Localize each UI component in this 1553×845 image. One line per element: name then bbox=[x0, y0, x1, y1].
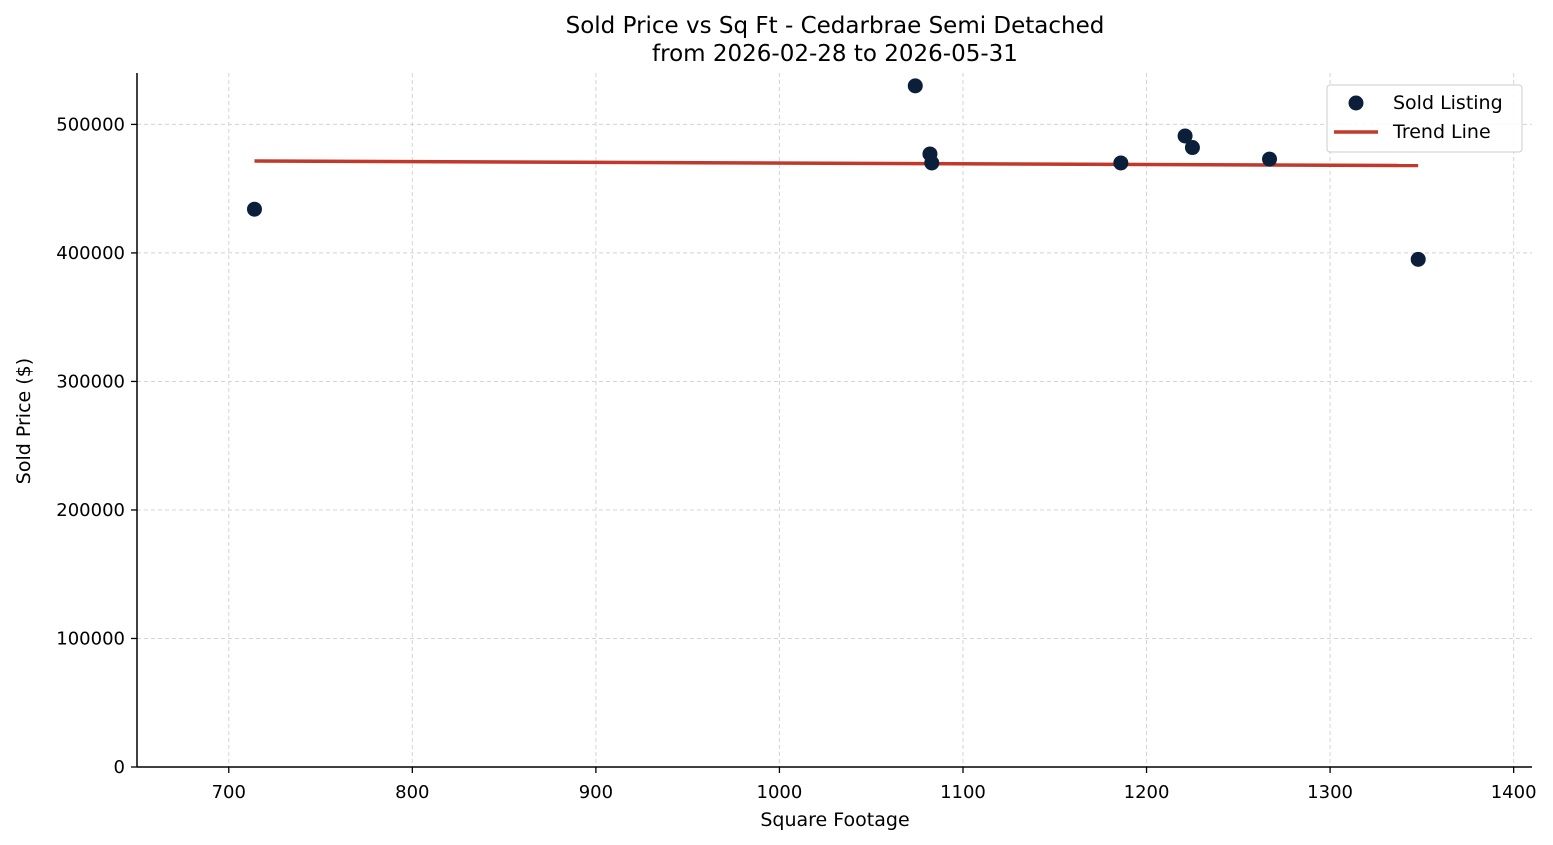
y-tick-label-1: 100000 bbox=[56, 628, 125, 649]
y-tick-label-2: 200000 bbox=[56, 500, 125, 521]
data-points bbox=[246, 78, 1426, 267]
axes: 700 800 900 1000 1100 1200 1300 1400 0 100000 2000… bbox=[56, 73, 1537, 803]
x-tick-label-6: 1300 bbox=[1307, 782, 1353, 803]
x-tick-label-3: 1000 bbox=[757, 782, 803, 803]
trend-line bbox=[254, 159, 1419, 168]
x-tick-label-2: 900 bbox=[579, 782, 613, 803]
x-tick-label-1: 800 bbox=[395, 782, 429, 803]
legend-box bbox=[1326, 84, 1523, 153]
data-point-6 bbox=[1184, 140, 1200, 156]
legend-label-trend-line: Trend Line bbox=[1392, 121, 1491, 143]
data-point-3 bbox=[924, 155, 940, 171]
x-tick-label-5: 1200 bbox=[1124, 782, 1170, 803]
legend-label-sold-listing: Sold Listing bbox=[1393, 92, 1503, 114]
legend: Sold Listing Trend Line bbox=[1326, 84, 1523, 153]
y-axis-label: Sold Price ($) bbox=[13, 358, 35, 484]
trend-line-layer bbox=[254, 159, 1419, 168]
legend-marker-sold-listing bbox=[1348, 95, 1364, 111]
y-tick-label-0: 0 bbox=[114, 757, 125, 778]
x-tick-label-7: 1400 bbox=[1491, 782, 1537, 803]
x-tick-label-0: 700 bbox=[212, 782, 246, 803]
data-point-4 bbox=[1113, 155, 1129, 171]
chart-title: Sold Price vs Sq Ft - Cedarbrae Semi Det… bbox=[566, 13, 1105, 39]
data-point-8 bbox=[1410, 251, 1426, 267]
data-point-1 bbox=[907, 78, 923, 94]
grid-lines bbox=[137, 73, 1532, 768]
x-axis-label: Square Footage bbox=[760, 809, 909, 831]
chart-subtitle: from 2026-02-28 to 2026-05-31 bbox=[652, 41, 1018, 67]
x-tick-label-4: 1100 bbox=[940, 782, 986, 803]
data-point-5 bbox=[1177, 128, 1193, 144]
y-tick-label-5: 500000 bbox=[56, 114, 125, 135]
y-tick-label-4: 400000 bbox=[56, 243, 125, 264]
data-point-7 bbox=[1262, 151, 1278, 167]
data-point-0 bbox=[246, 201, 262, 217]
y-tick-label-3: 300000 bbox=[56, 371, 125, 392]
